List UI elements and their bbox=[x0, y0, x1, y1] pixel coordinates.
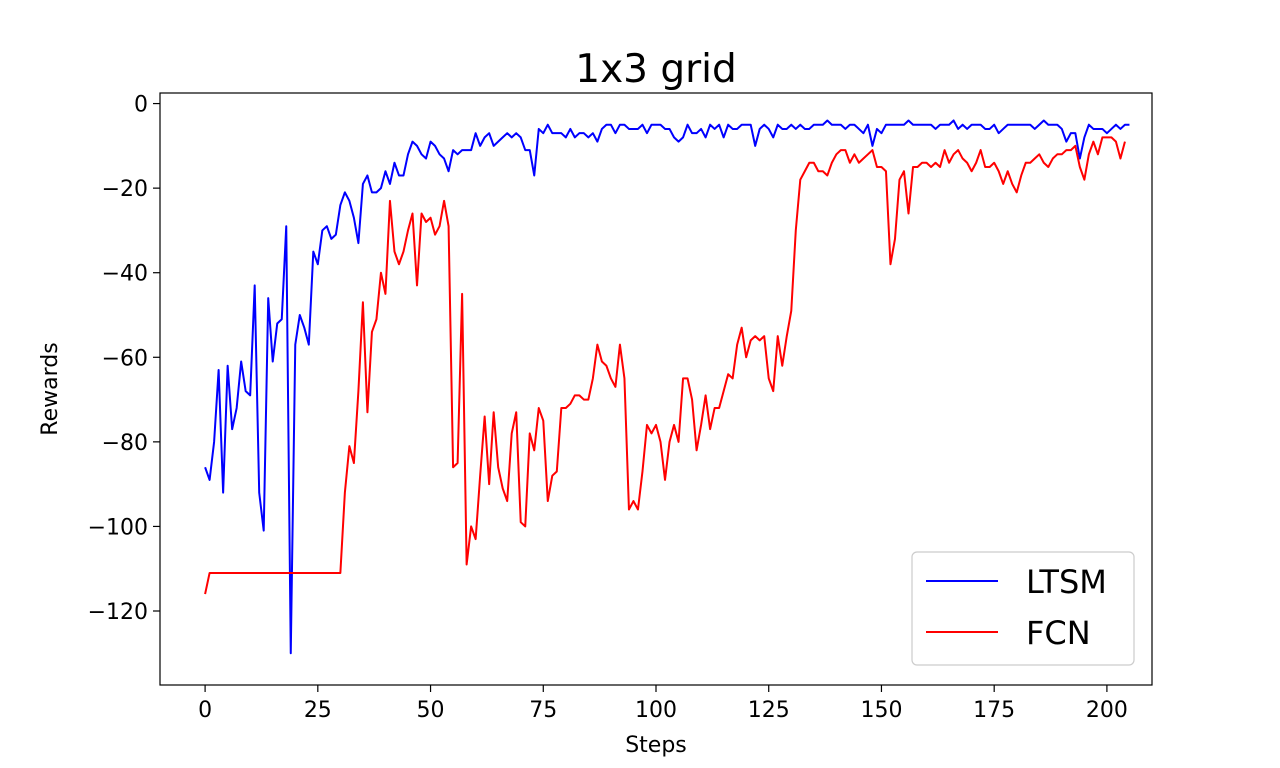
y-axis: 0 −20 −40 −60 −80 −100 −120 bbox=[88, 93, 160, 625]
x-tick-label: 25 bbox=[304, 698, 332, 723]
y-tick-label: −80 bbox=[102, 431, 148, 456]
plot-area bbox=[204, 119, 1130, 655]
y-tick-label: −40 bbox=[102, 262, 148, 287]
x-tick-label: 100 bbox=[635, 698, 677, 723]
x-axis: 0 25 50 75 100 125 150 175 200 bbox=[198, 685, 1128, 723]
x-tick-label: 0 bbox=[198, 698, 212, 723]
legend-label-ltsm: LTSM bbox=[1026, 563, 1107, 601]
chart-title: 1x3 grid bbox=[575, 47, 736, 92]
y-tick-label: 0 bbox=[134, 93, 148, 118]
x-tick-label: 125 bbox=[748, 698, 790, 723]
x-tick-label: 75 bbox=[529, 698, 557, 723]
x-tick-label: 150 bbox=[860, 698, 902, 723]
series-line-ltsm bbox=[204, 119, 1130, 655]
legend-label-fcn: FCN bbox=[1026, 614, 1091, 652]
x-tick-label: 200 bbox=[1086, 698, 1128, 723]
y-axis-label: Rewards bbox=[38, 342, 63, 435]
x-axis-label: Steps bbox=[625, 733, 687, 758]
legend: LTSM FCN bbox=[911, 551, 1135, 666]
y-tick-label: −20 bbox=[102, 177, 148, 202]
y-tick-label: −60 bbox=[102, 346, 148, 371]
series-line-fcn bbox=[204, 136, 1126, 595]
x-tick-label: 175 bbox=[973, 698, 1015, 723]
y-tick-label: −100 bbox=[88, 515, 148, 540]
x-tick-label: 50 bbox=[417, 698, 445, 723]
y-tick-label: −120 bbox=[88, 600, 148, 625]
